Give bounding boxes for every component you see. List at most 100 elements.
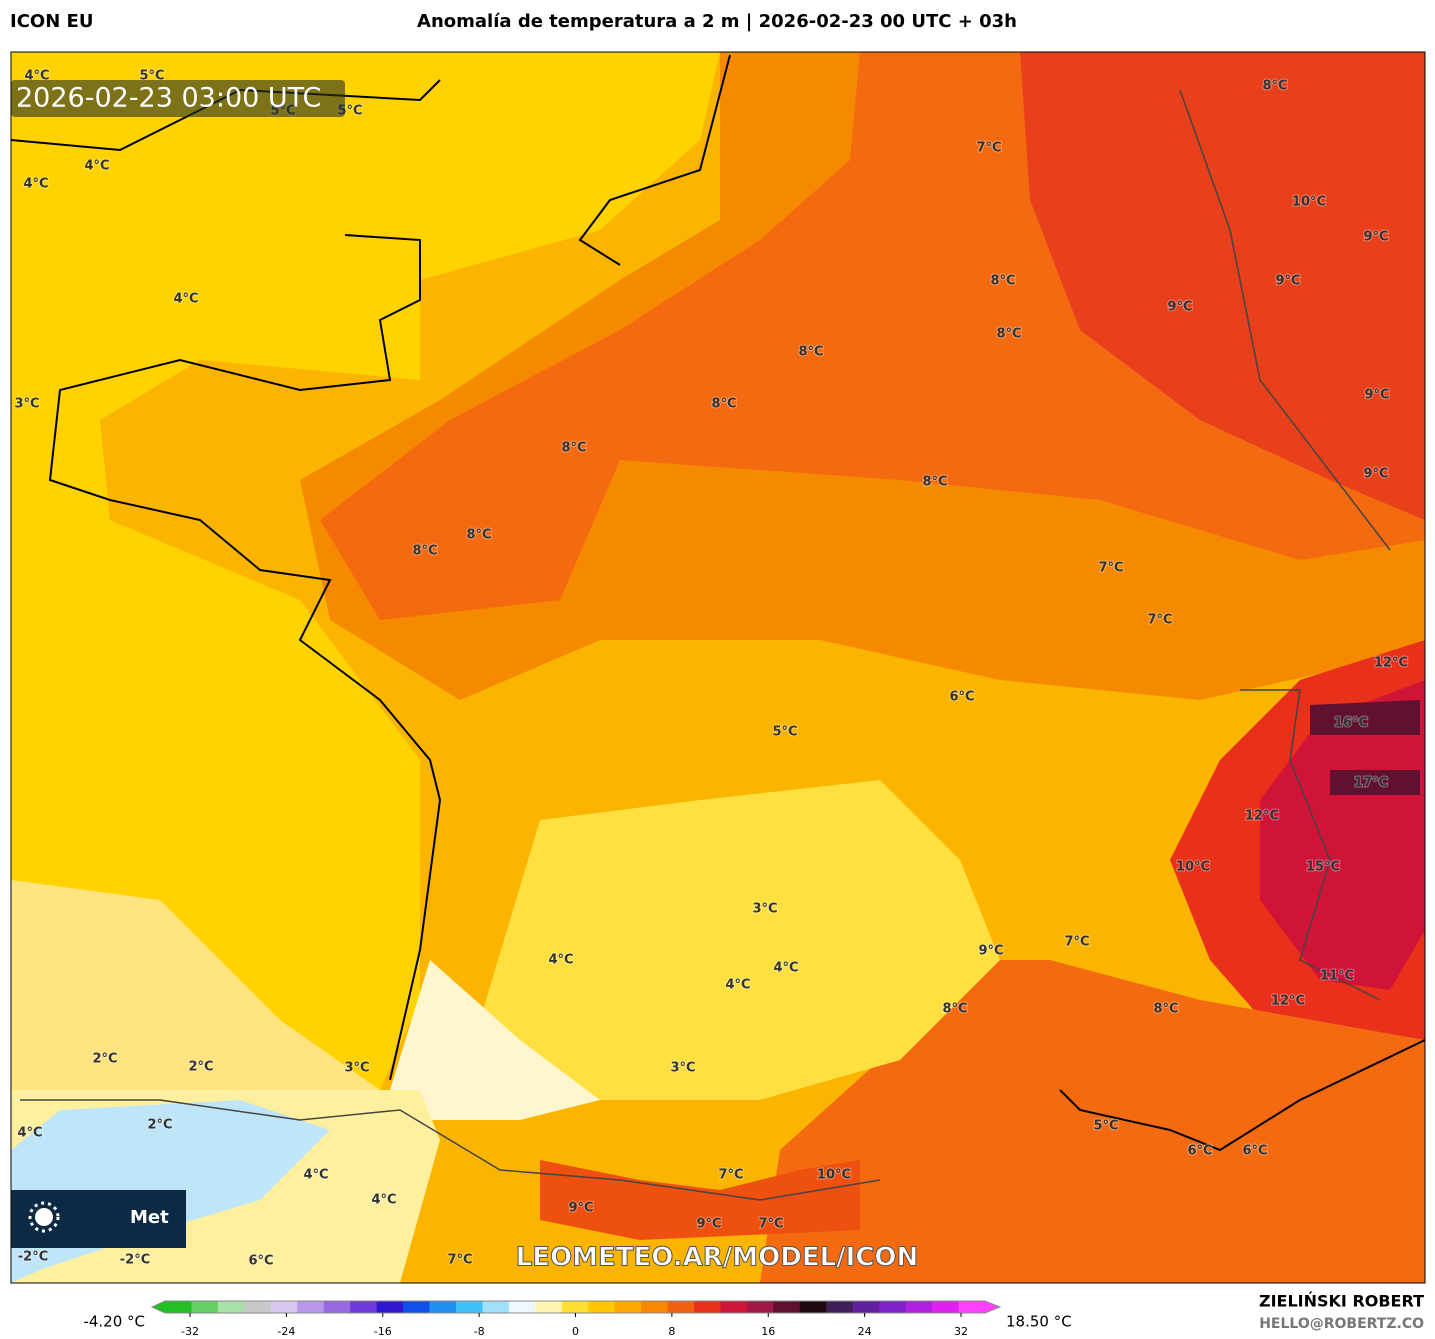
temp-label: 8°C (1153, 1002, 1178, 1017)
borders (20, 89, 1391, 1201)
colorbar-swatch (217, 1301, 245, 1313)
temp-label: -2°C (120, 1253, 150, 1268)
temp-label: 12°C (1374, 656, 1408, 671)
temp-label: 12°C (1271, 994, 1305, 1009)
temp-label: 5°C (1093, 1119, 1118, 1134)
colorbar-swatch (376, 1301, 404, 1313)
colorbar-swatch (852, 1301, 880, 1313)
map-labels: 4°C5°C5°C5°C4°C4°C4°C3°C8°C7°C10°C9°C9°C… (13, 68, 1409, 1270)
colorbar-tick-label: 0 (572, 1325, 579, 1338)
temp-label: 3°C (670, 1061, 695, 1076)
temp-label: 11°C (1320, 969, 1354, 984)
temp-label: 7°C (1098, 561, 1123, 576)
logo-sun (35, 1208, 53, 1226)
colorbar-swatch (958, 1301, 986, 1313)
colorbar-swatch (403, 1301, 431, 1313)
colorbar-swatch (614, 1301, 642, 1313)
colorbar-swatch (297, 1301, 325, 1313)
temp-label: 10°C (1176, 860, 1210, 875)
map-frame (10, 51, 1426, 1284)
massif (480, 780, 1000, 1100)
colorbar-swatch (244, 1301, 272, 1313)
colorbar-swatch (323, 1301, 351, 1313)
temp-label: 9°C (1363, 467, 1388, 482)
temp-label: 4°C (303, 1168, 328, 1183)
colorbar-swatch (932, 1301, 960, 1313)
colorbar-swatch (720, 1301, 748, 1313)
temp-label: 4°C (773, 961, 798, 976)
min-label: -4.20 °C (83, 1313, 145, 1331)
sea-pale (11, 880, 380, 1090)
colorbar-swatch (429, 1301, 457, 1313)
colorbar-swatch (773, 1301, 801, 1313)
temp-label: 8°C (711, 397, 736, 412)
temp-label: 6°C (949, 690, 974, 705)
temp-label: 8°C (996, 327, 1021, 342)
colorbar-tick-label: -16 (374, 1325, 392, 1338)
temp-label: 4°C (548, 953, 573, 968)
temp-label: 7°C (447, 1253, 472, 1268)
colorbar-tick-label: 16 (761, 1325, 775, 1338)
email: HELLO@ROBERTZ.CO (1259, 1316, 1424, 1332)
timestamp: 2026-02-23 03:00 UTC (16, 83, 321, 114)
temp-label: 10°C (1292, 195, 1326, 210)
watermark: LEOMETEO.AR/MODEL/ICON (516, 1243, 919, 1273)
colorbar-tick-label: -8 (474, 1325, 485, 1338)
colorbar-swatch (455, 1301, 483, 1313)
temp-label: 9°C (1363, 230, 1388, 245)
temp-label: 6°C (1187, 1144, 1212, 1159)
temp-label: 7°C (718, 1168, 743, 1183)
colorbar-swatch (482, 1301, 510, 1313)
colorbar-swatch (641, 1301, 669, 1313)
colorbar-swatch (508, 1301, 536, 1313)
author: ZIELIŃSKI ROBERT (1259, 1292, 1424, 1311)
colorbar-tick-label: 8 (668, 1325, 675, 1338)
temp-label: 4°C (173, 292, 198, 307)
temp-label: 16°C (1334, 716, 1368, 731)
logo-text: Met (130, 1207, 169, 1228)
temp-label: 7°C (1064, 935, 1089, 950)
colorbar-swatch (799, 1301, 827, 1313)
temp-label: 4°C (17, 1126, 42, 1141)
med-zone (760, 960, 1425, 1283)
temp-label: 9°C (1364, 388, 1389, 403)
temp-label: 9°C (1275, 274, 1300, 289)
colorbar-swatch (535, 1301, 563, 1313)
temp-label: 8°C (922, 475, 947, 490)
temp-label: 9°C (696, 1217, 721, 1232)
temp-label: 2°C (92, 1052, 117, 1067)
colorbar-tick-label: 24 (858, 1325, 872, 1338)
temp-label: 8°C (1262, 79, 1287, 94)
temp-label: 8°C (798, 345, 823, 360)
temp-label: 8°C (990, 274, 1015, 289)
temp-label: 5°C (772, 725, 797, 740)
temp-label: 2°C (188, 1060, 213, 1075)
colorbar-tick-label: -24 (277, 1325, 295, 1338)
colorbar-swatch (191, 1301, 219, 1313)
max-label: 18.50 °C (1006, 1313, 1072, 1331)
colorbar-swatch (826, 1301, 854, 1313)
colorbar-swatch (905, 1301, 933, 1313)
temp-label: 6°C (1242, 1144, 1267, 1159)
temp-label: 3°C (14, 397, 39, 412)
temp-label: 4°C (371, 1193, 396, 1208)
temp-label: -2°C (18, 1250, 48, 1265)
temp-label: 2°C (147, 1118, 172, 1133)
colorbar-tick-label: 32 (954, 1325, 968, 1338)
temp-label: 6°C (248, 1254, 273, 1269)
colorbar-tick-label: -32 (181, 1325, 199, 1338)
temp-label: 3°C (344, 1061, 369, 1076)
temp-label: 8°C (412, 544, 437, 559)
temp-label: 7°C (1147, 613, 1172, 628)
temp-label: 15°C (1306, 860, 1340, 875)
sea-west (11, 52, 720, 1090)
temp-label: 7°C (758, 1217, 783, 1232)
timestamp-box (11, 80, 345, 117)
map: 4°C5°C5°C5°C4°C4°C4°C3°C8°C7°C10°C9°C9°C… (11, 52, 1425, 1283)
model-name: ICON EU (10, 11, 93, 32)
temp-label: 10°C (817, 1168, 851, 1183)
colorbar: -32 -24 -16 -8 0 8 16 24 32 (150, 1300, 1002, 1338)
colorbar-swatch (270, 1301, 298, 1313)
